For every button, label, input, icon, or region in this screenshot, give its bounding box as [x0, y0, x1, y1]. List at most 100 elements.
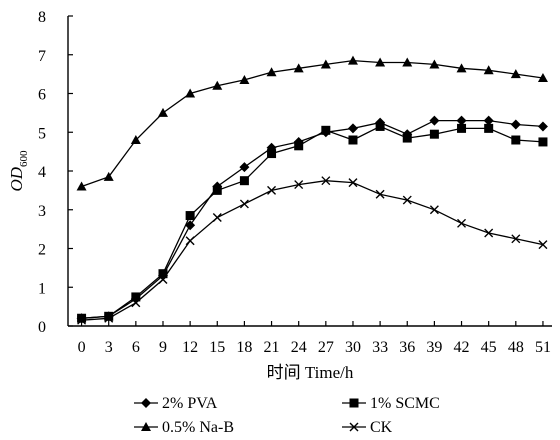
- data-point: [402, 133, 412, 143]
- data-point: [375, 189, 385, 199]
- data-point: [537, 121, 548, 132]
- x-tick-label: 0: [78, 339, 86, 356]
- x-ticks: 0 3 6 9 12 15 18 21 24 27 30 33 36 39 42 45 48 51: [78, 321, 551, 356]
- legend-label: 2% PVA: [162, 395, 218, 412]
- x-tick-label: 42: [454, 339, 470, 356]
- data-point: [130, 135, 141, 144]
- data-point: [457, 218, 467, 228]
- legend-marker: [141, 422, 151, 431]
- data-point: [185, 211, 195, 221]
- x-tick-label: 48: [508, 339, 524, 356]
- legend-item: 1% SCMC: [342, 395, 440, 412]
- data-point: [429, 129, 439, 139]
- x-tick-label: 45: [481, 339, 497, 356]
- data-point: [538, 137, 548, 147]
- data-point: [185, 220, 196, 231]
- data-point: [511, 135, 521, 145]
- data-point: [402, 195, 412, 205]
- x-tick-label: 3: [105, 339, 113, 356]
- series-line: [81, 59, 544, 188]
- data-point: [77, 313, 87, 323]
- y-tick-label: 8: [38, 9, 46, 26]
- series-0: [76, 115, 548, 324]
- data-point: [457, 123, 467, 133]
- data-point: [321, 125, 331, 135]
- legend-label: 1% SCMC: [370, 395, 440, 412]
- series-2: [76, 55, 548, 191]
- legend-marker: [349, 422, 359, 432]
- data-point: [456, 115, 467, 126]
- y-ticks: 0 1 2 3 4 5 6 7 8: [38, 9, 73, 336]
- data-point: [429, 205, 439, 215]
- data-point: [104, 313, 114, 323]
- x-tick-label: 9: [159, 339, 167, 356]
- data-point: [375, 57, 386, 67]
- data-point: [294, 180, 304, 190]
- x-tick-label: 33: [372, 339, 388, 356]
- data-point: [348, 178, 358, 188]
- legend-item: CK: [342, 419, 393, 436]
- data-point: [103, 171, 114, 181]
- y-tick-label: 0: [38, 319, 46, 336]
- data-point: [294, 141, 304, 151]
- x-tick-label: 51: [535, 339, 551, 356]
- data-point: [267, 185, 277, 195]
- data-point: [456, 63, 467, 73]
- legend: 2% PVA 1% SCMC 0.5% Na-B CK: [134, 395, 440, 436]
- plot-series: [76, 55, 548, 325]
- y-tick-label: 6: [38, 87, 46, 104]
- data-point: [484, 123, 494, 133]
- y-axis-title-subscript: 600: [18, 150, 30, 167]
- y-tick-label: 4: [38, 164, 46, 181]
- legend-marker: [349, 398, 359, 408]
- legend-item: 0.5% Na-B: [134, 419, 234, 436]
- data-point: [510, 119, 521, 130]
- x-tick-label: 39: [426, 339, 442, 356]
- data-point: [538, 240, 548, 250]
- y-tick-label: 1: [38, 280, 46, 297]
- legend-item: 2% PVA: [134, 395, 218, 412]
- data-point: [185, 236, 195, 246]
- data-point: [158, 269, 168, 279]
- data-point: [157, 107, 168, 117]
- data-point: [347, 55, 358, 65]
- x-tick-label: 24: [291, 339, 307, 356]
- x-tick-label: 36: [399, 339, 415, 356]
- y-axis-title-main: OD: [7, 166, 26, 191]
- x-tick-label: 12: [182, 339, 198, 356]
- data-point: [537, 73, 548, 82]
- data-point: [429, 115, 440, 126]
- y-tick-label: 5: [38, 125, 46, 142]
- data-point: [239, 74, 250, 84]
- x-tick-label: 6: [132, 339, 140, 356]
- data-point: [321, 176, 331, 186]
- data-point: [212, 213, 222, 222]
- x-tick-label: 18: [236, 339, 252, 356]
- data-point: [348, 135, 358, 145]
- data-point: [375, 121, 385, 131]
- series-1: [77, 121, 548, 323]
- legend-label: CK: [370, 419, 393, 436]
- data-point: [158, 275, 168, 284]
- y-axis-title: OD600: [7, 150, 30, 192]
- data-point: [131, 292, 141, 302]
- data-point: [77, 315, 87, 325]
- data-point: [239, 199, 249, 209]
- x-tick-label: 21: [264, 339, 280, 356]
- data-point: [293, 63, 304, 73]
- data-point: [511, 234, 521, 244]
- data-point: [483, 115, 494, 126]
- x-tick-label: 30: [345, 339, 361, 356]
- series-line: [81, 125, 544, 319]
- legend-label: 0.5% Na-B: [162, 419, 234, 436]
- series-line: [81, 119, 544, 319]
- series-3: [77, 176, 548, 325]
- y-tick-label: 2: [38, 242, 46, 259]
- data-point: [212, 80, 223, 90]
- data-point: [402, 57, 413, 67]
- series-line: [81, 180, 544, 321]
- y-tick-label: 3: [38, 203, 46, 220]
- data-point: [267, 149, 277, 159]
- y-tick-label: 7: [38, 48, 46, 65]
